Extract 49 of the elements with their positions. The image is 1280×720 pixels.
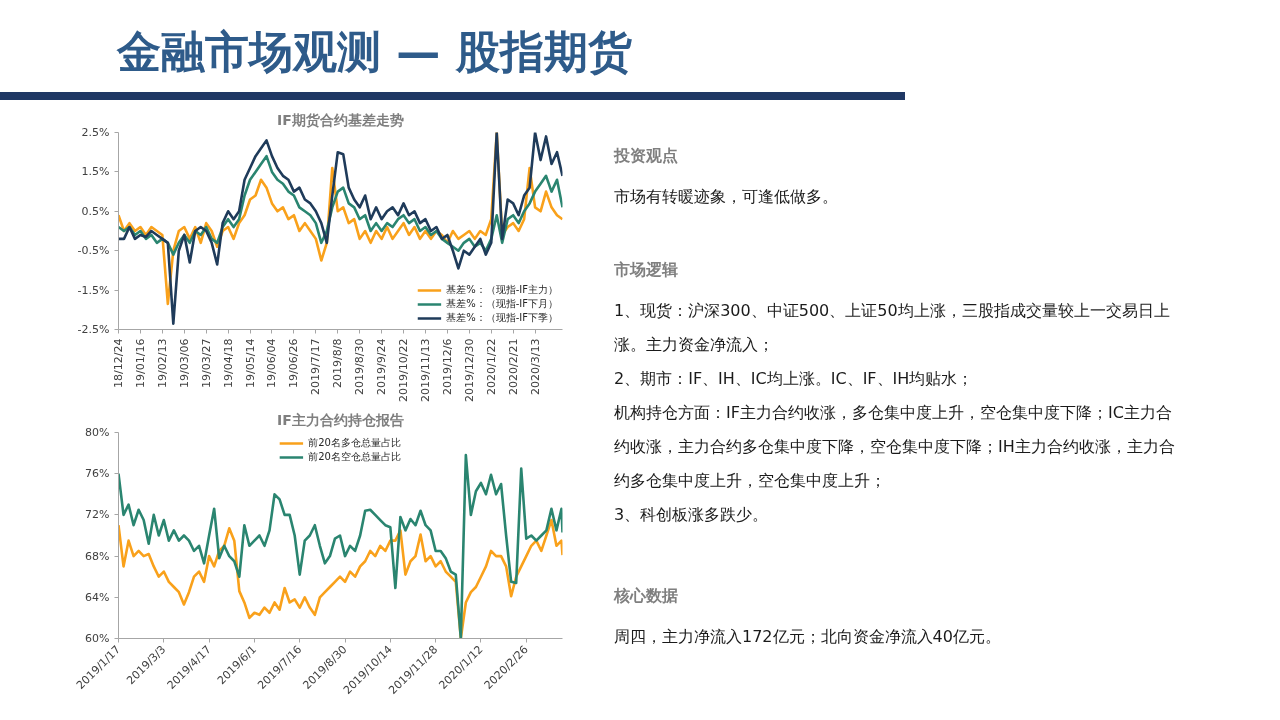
x-tick-label: 2019/12/6: [440, 338, 454, 395]
x-tick-label: 2019/7/17: [309, 338, 323, 395]
y-tick-label: -0.5%: [77, 244, 110, 258]
text: 核心数据: [614, 585, 679, 607]
x-tick-label: 2020/2/21: [506, 338, 520, 395]
x-tick-label: 2019/11/13: [418, 338, 432, 402]
y-tick-label: 2.5%: [81, 126, 110, 139]
y-tick-label: 0.5%: [81, 204, 110, 218]
y-tick-label: 60%: [85, 632, 110, 645]
y-tick-label: 64%: [85, 590, 110, 604]
y-tick-label: 72%: [85, 508, 110, 522]
text: 市场逻辑: [614, 259, 679, 281]
x-tick-label: 2019/9/24: [375, 338, 389, 395]
x-tick-label: 2019/8/30: [353, 338, 367, 395]
y-tick-label: -1.5%: [77, 283, 110, 297]
text: 机构持仓方面：IF主力合约收涨，多仓集中度上升，空仓集中度下降；IC主力合约收涨，主力合约多仓集中度下降，空仓集中度下降；IH主力合约收涨，主力合约多仓集中度上升，空仓集中度上升；: [614, 402, 1176, 492]
chart-title: IF期货合约基差走势: [277, 111, 404, 128]
y-tick-label: -2.5%: [77, 323, 110, 336]
legend-label: 基差%：（现指-IF下季）: [446, 311, 558, 325]
y-tick-label: 80%: [85, 426, 110, 439]
legend-label: 前20名多仓总量占比: [308, 436, 401, 450]
x-tick-label: 2019/8/8: [331, 338, 345, 388]
x-tick-label: 2020/1/22: [484, 338, 498, 395]
x-tick-label: 18/12/24: [112, 338, 125, 388]
x-tick-label: 19/01/16: [133, 338, 147, 388]
text: 3、科创板涨多跌少。: [614, 504, 770, 526]
x-tick-label: 19/03/06: [177, 338, 191, 388]
y-tick-label: 1.5%: [81, 165, 110, 179]
chart-title: IF主力合约持仓报告: [277, 411, 404, 428]
x-tick-label: 2019/12/30: [462, 338, 476, 402]
text: 市场有转暖迹象，可逢低做多。: [614, 186, 839, 208]
text: 2、期市：IF、IH、IC均上涨。IC、IF、IH均贴水；: [614, 368, 975, 390]
y-tick-label: 76%: [85, 467, 110, 481]
text: 周四，主力净流入172亿元；北向资金净流入40亿元。: [614, 626, 1002, 648]
x-tick-label: 2019/10/22: [397, 338, 411, 402]
x-tick-label: 19/06/04: [265, 338, 279, 388]
x-tick-label: 19/05/14: [243, 338, 257, 388]
x-tick-label: 19/03/27: [199, 338, 213, 388]
text: 1、现货：沪深300、中证500、上证50均上涨，三股指成交量较上一交易日上涨。主力资金净流入；: [614, 300, 1171, 356]
x-tick-label: 19/02/13: [155, 338, 169, 388]
x-tick-label: 2020/3/13: [528, 338, 542, 395]
y-tick-label: 68%: [85, 549, 110, 563]
legend-label: 基差%：（现指-IF下月）: [446, 297, 558, 311]
legend-label: 前20名空仓总量占比: [308, 450, 401, 464]
legend-label: 基差%：（现指-IF主力）: [446, 283, 558, 297]
text: 金融市场观测 — 股指期货: [0, 0, 905, 100]
x-tick-label: 19/04/18: [221, 338, 235, 388]
text: 投资观点: [614, 145, 679, 167]
x-tick-label: 19/06/26: [287, 338, 301, 388]
